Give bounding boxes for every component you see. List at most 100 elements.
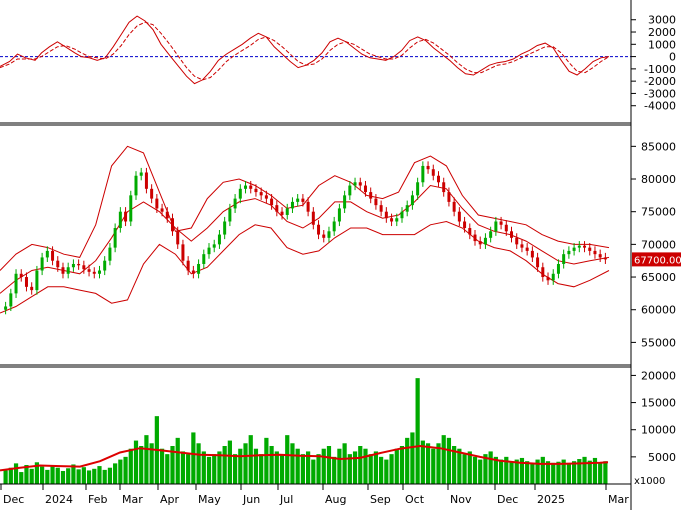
candle-body [337, 208, 341, 222]
candle-body [285, 208, 289, 215]
volume-bar [446, 437, 452, 484]
price-y-tick-label: 60000 [641, 304, 676, 317]
volume-bar [243, 443, 248, 484]
candle-body [473, 234, 477, 242]
volume-bar [373, 451, 379, 484]
x-month-label: Dec [3, 493, 24, 506]
candle-body [155, 198, 159, 209]
candle-body [530, 250, 534, 258]
volume-bar [368, 454, 373, 484]
volume-bar [483, 454, 488, 484]
volume-bar [139, 446, 144, 484]
candle-body [296, 198, 300, 202]
volume-moving-average-line [0, 444, 609, 472]
volume-bar [107, 467, 113, 484]
volume-bar [519, 457, 525, 484]
volume-bar [269, 446, 274, 484]
volume-bar [217, 451, 222, 484]
volume-bar [290, 443, 295, 484]
volume-bar [144, 435, 149, 484]
x-month-label: 2024 [45, 493, 73, 506]
volume-y-tick-label: 5000 [648, 451, 676, 464]
candle-body [264, 195, 268, 199]
x-month-label: Aug [325, 493, 346, 506]
candle-body [567, 250, 571, 255]
candle-body [452, 201, 456, 212]
volume-bar [300, 454, 305, 484]
candle-body [223, 221, 227, 235]
candle-body [24, 277, 28, 287]
x-month-label: Nov [450, 493, 472, 506]
volume-bar [488, 451, 493, 484]
volume-bar [232, 454, 238, 484]
volume-panel: 20000 15000 10000 5000 x1000 [0, 369, 676, 487]
volume-bar [149, 443, 154, 484]
candle-body [61, 267, 65, 274]
last-price-tag-background [632, 252, 681, 267]
candle-body [577, 245, 581, 248]
volume-y-tick-label: 15000 [641, 397, 676, 410]
volume-bar [577, 459, 582, 484]
candle-body [14, 273, 18, 294]
volume-bar [102, 469, 107, 484]
candle-body [442, 182, 446, 193]
candle-body [129, 195, 133, 222]
volume-bar [514, 459, 519, 484]
x-month-label: Feb [88, 493, 107, 506]
candle-body [71, 263, 75, 268]
volume-bar [3, 470, 8, 484]
candle-body [457, 211, 461, 222]
volume-bar [410, 432, 415, 484]
candle-body [259, 192, 263, 196]
price-y-tick-label: 80000 [641, 173, 676, 186]
candle-body [405, 205, 409, 212]
volume-bar [165, 454, 170, 484]
candle-body [562, 254, 566, 264]
volume-bar [582, 456, 587, 484]
candle-body [311, 211, 315, 225]
bollinger-middle-band [0, 184, 610, 294]
candle-body [165, 211, 169, 219]
candle-body [572, 247, 576, 251]
volume-bar [603, 461, 608, 484]
volume-bar [561, 459, 566, 484]
volume-bar [425, 443, 431, 484]
candle-body [249, 185, 253, 189]
candle-body [124, 211, 128, 222]
candle-body [583, 245, 587, 248]
candle-body [171, 218, 175, 232]
volume-bar [40, 466, 45, 484]
candle-body [207, 247, 211, 255]
candle-body [254, 188, 258, 193]
candle-body [541, 267, 545, 278]
candle-body [603, 257, 607, 260]
volume-bar [420, 440, 425, 484]
volume-bar [295, 448, 300, 484]
volume-bar [19, 472, 24, 484]
candle-body [134, 175, 138, 196]
macd-y-tick-label: 3000 [648, 14, 676, 27]
x-month-label: Sep [370, 493, 391, 506]
x-month-label: Mar [608, 493, 629, 506]
volume-bar [321, 448, 326, 484]
candle-body [593, 250, 597, 255]
candle-body [390, 218, 394, 222]
volume-bar [571, 461, 577, 484]
candle-body [51, 250, 55, 261]
volume-bar [248, 435, 253, 484]
candle-body [118, 211, 122, 229]
volume-bar [415, 378, 420, 484]
candle-body [494, 221, 498, 232]
candle-body [228, 208, 232, 222]
macd-y-tick-label: 0 [669, 51, 676, 64]
candle-body [343, 195, 347, 209]
price-panel: 85000 80000 75000 70000 65000 60000 55000 6770… [0, 140, 681, 349]
bollinger-lower-band [0, 220, 610, 314]
candle-body [4, 306, 8, 310]
candle-body [369, 192, 373, 199]
candle-body [233, 198, 237, 209]
candle-body [30, 286, 34, 291]
volume-bar [525, 461, 530, 484]
